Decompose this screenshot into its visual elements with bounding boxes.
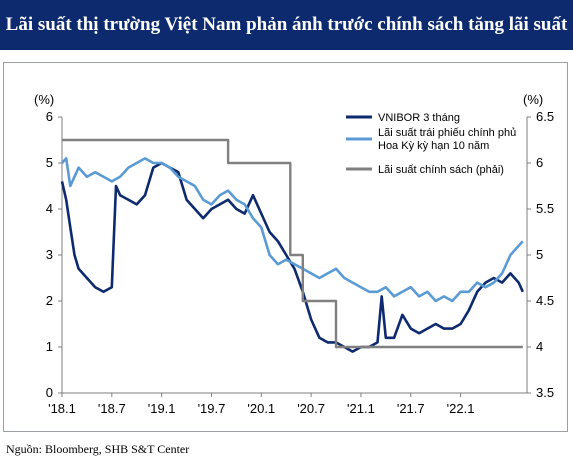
right-tick-label: 6: [536, 155, 543, 170]
legend-label-1: VNIBOR 3 tháng: [378, 112, 460, 124]
left-tick-label: 3: [46, 247, 53, 262]
right-tick-label: 3.5: [536, 385, 554, 400]
right-tick-label: 5: [536, 247, 543, 262]
chart-frame: [3, 62, 568, 432]
x-tick-label: '20.1: [247, 401, 275, 416]
left-tick-label: 0: [46, 385, 53, 400]
x-tick-label: '20.7: [297, 401, 325, 416]
series-line-2: [61, 157, 524, 303]
right-tick-label: 6.5: [536, 109, 554, 124]
left-tick-label: 6: [46, 109, 53, 124]
series-line-1: [60, 161, 524, 353]
left-tick-label: 1: [46, 339, 53, 354]
left-tick-label: 2: [46, 293, 53, 308]
source-note: Nguồn: Bloomberg, SHB S&T Center: [6, 442, 190, 456]
series-line-3: [62, 138, 523, 349]
right-tick-label: 5.5: [536, 201, 554, 216]
left-tick-label: 5: [46, 155, 53, 170]
x-tick-label: '19.1: [148, 401, 176, 416]
x-tick-label: '21.7: [397, 401, 425, 416]
right-tick-label: 4: [536, 339, 543, 354]
legend-label-2: Lãi suất trái phiếu chính phủ Hoa Kỳ kỳ h…: [378, 127, 516, 152]
left-tick-label: 4: [46, 201, 53, 216]
chart-title: Lãi suất thị trường Việt Nam phản ánh tr…: [0, 0, 573, 50]
legend-label-3: Lãi suất chính sách (phải): [378, 164, 504, 176]
x-tick-label: '19.7: [198, 401, 226, 416]
x-tick-label: '18.1: [48, 401, 76, 416]
x-tick-label: '18.7: [98, 401, 126, 416]
left-axis-label: (%): [34, 92, 54, 107]
right-axis-label: (%): [523, 92, 543, 107]
x-tick-label: '21.1: [347, 401, 375, 416]
right-tick-label: 4.5: [536, 293, 554, 308]
x-tick-label: '22.1: [447, 401, 475, 416]
